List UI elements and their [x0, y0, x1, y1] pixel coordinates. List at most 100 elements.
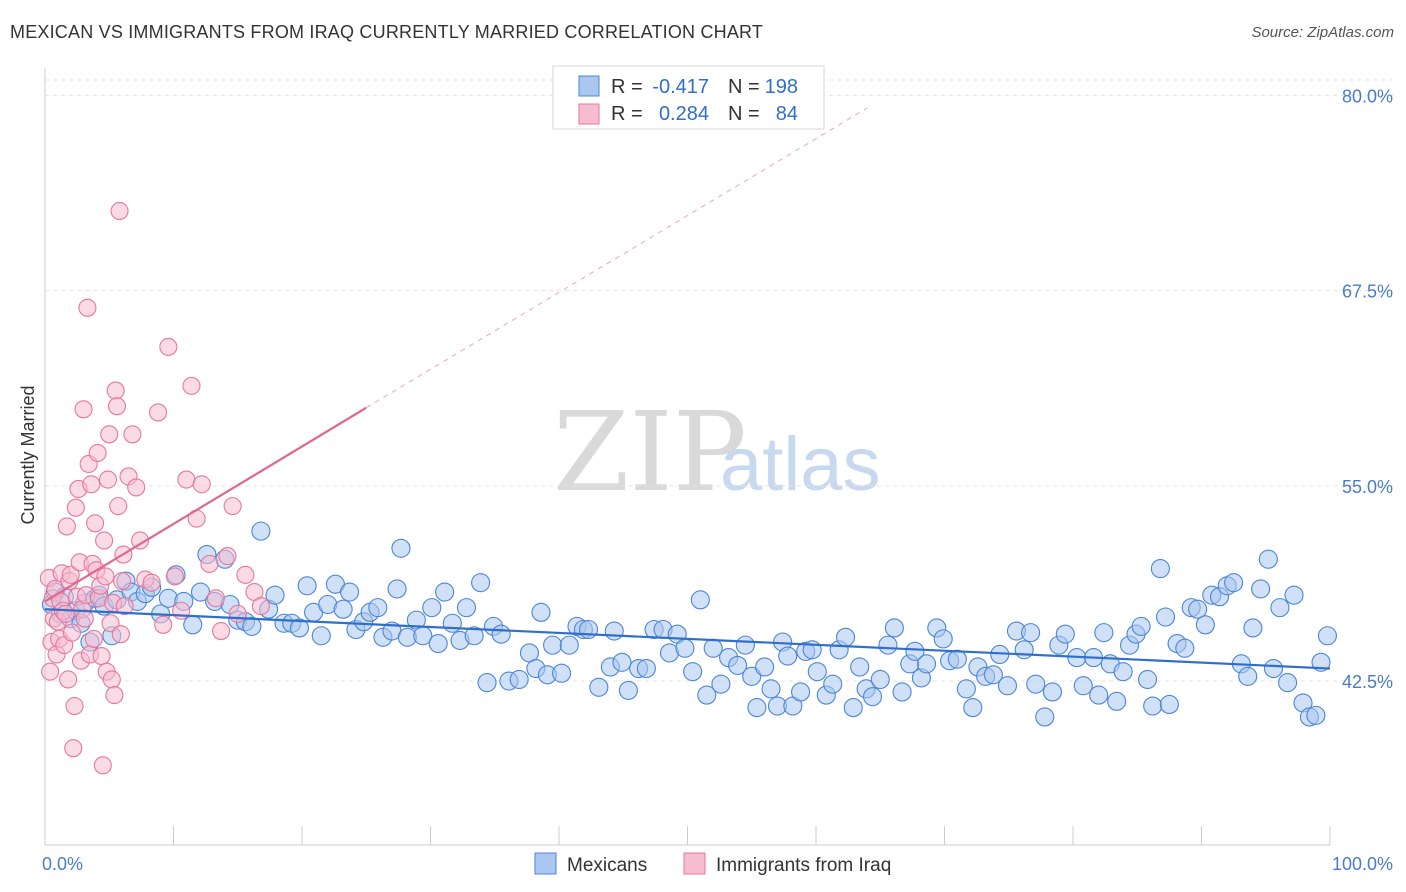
point-mexicans	[791, 682, 811, 702]
point-mexicans	[683, 662, 703, 682]
point-iraq	[75, 609, 94, 628]
point-mexicans	[333, 599, 353, 619]
point-iraq	[131, 531, 150, 550]
point-iraq	[61, 565, 80, 584]
series-mexicans	[41, 521, 1337, 727]
point-iraq	[41, 662, 60, 681]
point-mexicans	[675, 638, 695, 658]
point-mexicans	[836, 627, 856, 647]
point-mexicans	[870, 669, 890, 690]
point-mexicans	[1195, 615, 1215, 635]
legend: Mexicans Immigrants from Iraq	[534, 852, 891, 876]
x-tick-label-0: 0.0%	[42, 854, 83, 874]
stats-swatch-iraq	[578, 103, 600, 125]
point-mexicans	[1073, 676, 1093, 696]
point-mexicans	[604, 621, 624, 641]
point-mexicans	[509, 669, 529, 690]
point-mexicans	[1026, 674, 1046, 694]
point-iraq	[110, 201, 129, 221]
point-mexicans	[1113, 662, 1133, 682]
point-iraq	[236, 565, 255, 584]
point-mexicans	[559, 635, 579, 655]
point-iraq	[149, 403, 168, 422]
y-tick-label-2: 67.5%	[1342, 282, 1393, 302]
point-mexicans	[1284, 585, 1304, 605]
point-mexicans	[1094, 623, 1114, 643]
point-mexicans	[612, 652, 632, 672]
point-mexicans	[1089, 685, 1109, 705]
point-mexicans	[618, 680, 638, 700]
point-mexicans	[878, 635, 898, 655]
point-mexicans	[442, 613, 462, 633]
point-mexicans	[892, 682, 912, 702]
point-mexicans	[1224, 573, 1244, 593]
stats-n-value-2: 84	[776, 103, 798, 125]
point-iraq	[206, 589, 225, 608]
point-mexicans	[1251, 579, 1271, 599]
point-iraq	[100, 425, 119, 444]
point-iraq	[93, 756, 112, 775]
point-mexicans	[422, 598, 442, 618]
point-mexicans	[289, 618, 309, 638]
point-mexicans	[690, 590, 710, 610]
point-iraq	[115, 597, 134, 616]
point-mexicans	[428, 634, 448, 654]
axes	[44, 68, 1331, 846]
point-mexicans	[1042, 682, 1062, 702]
point-mexicans	[368, 598, 388, 618]
point-iraq	[228, 604, 247, 623]
point-iraq	[223, 497, 242, 516]
point-mexicans	[1311, 652, 1331, 672]
watermark-zip: ZIP	[553, 388, 747, 516]
point-mexicans	[471, 573, 491, 593]
legend-label-mexicans: Mexicans	[567, 855, 647, 876]
point-mexicans	[916, 654, 937, 674]
y-tick-label-0: 42.5%	[1342, 672, 1393, 692]
point-iraq	[98, 470, 118, 489]
point-iraq	[66, 498, 85, 517]
point-mexicans	[947, 649, 967, 669]
legend-swatch-iraq	[683, 852, 706, 875]
chart-title: MEXICAN VS IMMIGRANTS FROM IRAQ CURRENTL…	[10, 22, 764, 42]
point-iraq	[92, 646, 111, 666]
point-iraq	[86, 514, 105, 533]
point-mexicans	[1278, 673, 1298, 693]
point-mexicans	[339, 582, 360, 602]
point-mexicans	[242, 616, 262, 636]
point-iraq	[113, 572, 132, 591]
point-iraq	[56, 604, 75, 623]
point-mexicans	[1306, 705, 1326, 725]
point-mexicans	[456, 598, 477, 618]
point-mexicans	[531, 602, 551, 622]
point-iraq	[192, 475, 211, 494]
point-iraq	[182, 376, 201, 395]
point-iraq	[142, 573, 161, 592]
point-mexicans	[761, 679, 781, 699]
legend-label-iraq: Immigrants from Iraq	[716, 855, 891, 876]
point-mexicans	[728, 655, 748, 675]
point-iraq	[218, 547, 237, 566]
point-iraq	[57, 517, 76, 536]
trend-line-mexicans	[44, 608, 1331, 670]
stats-box: R = -0.417 N = 198 R = 0.284 N = 84	[552, 65, 825, 130]
point-mexicans	[905, 641, 925, 661]
point-mexicans	[579, 619, 599, 640]
point-iraq	[106, 381, 125, 400]
point-mexicans	[778, 646, 798, 666]
point-mexicans	[742, 666, 762, 686]
point-iraq	[78, 298, 97, 317]
point-mexicans	[843, 698, 863, 718]
stats-n-label-2: N =	[728, 103, 760, 125]
x-tick-label-1: 100.0%	[1332, 854, 1393, 874]
x-tick-labels: 0.0% 100.0%	[42, 854, 1393, 874]
stats-swatch-mexicans	[578, 75, 600, 97]
trend-lines	[44, 406, 1331, 670]
point-iraq	[96, 567, 115, 586]
point-mexicans	[1263, 658, 1284, 679]
point-mexicans	[703, 638, 723, 658]
point-mexicans	[1143, 696, 1163, 716]
point-mexicans	[491, 624, 511, 644]
point-iraq	[200, 554, 219, 573]
point-iraq	[251, 597, 270, 616]
